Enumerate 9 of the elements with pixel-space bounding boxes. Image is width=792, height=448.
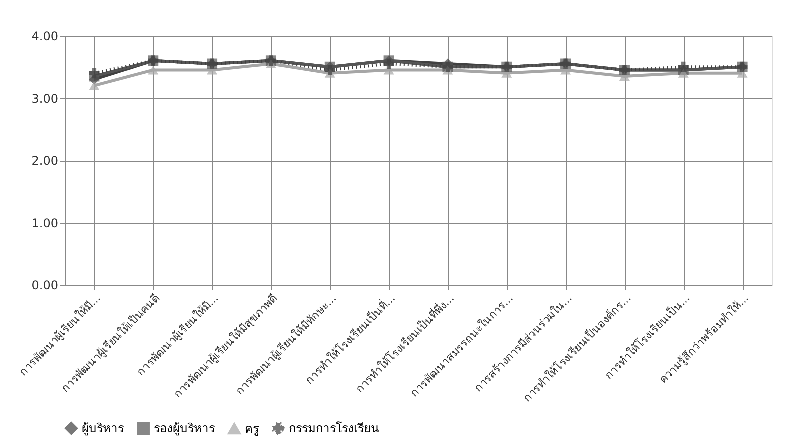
legend-label: กรรมการโรงเรียน [289, 422, 379, 436]
y-tick-label: 4.00 [32, 30, 58, 44]
y-tick-label: 2.00 [32, 154, 58, 168]
y-tick-label: 0.00 [32, 278, 58, 292]
legend-label: รองผู้บริหาร [154, 422, 216, 437]
y-tick-label: 3.00 [32, 92, 58, 106]
legend-label: ผู้บริหาร [82, 422, 125, 437]
y-tick-label: 1.00 [32, 216, 58, 230]
legend-label: ครู [245, 422, 260, 437]
